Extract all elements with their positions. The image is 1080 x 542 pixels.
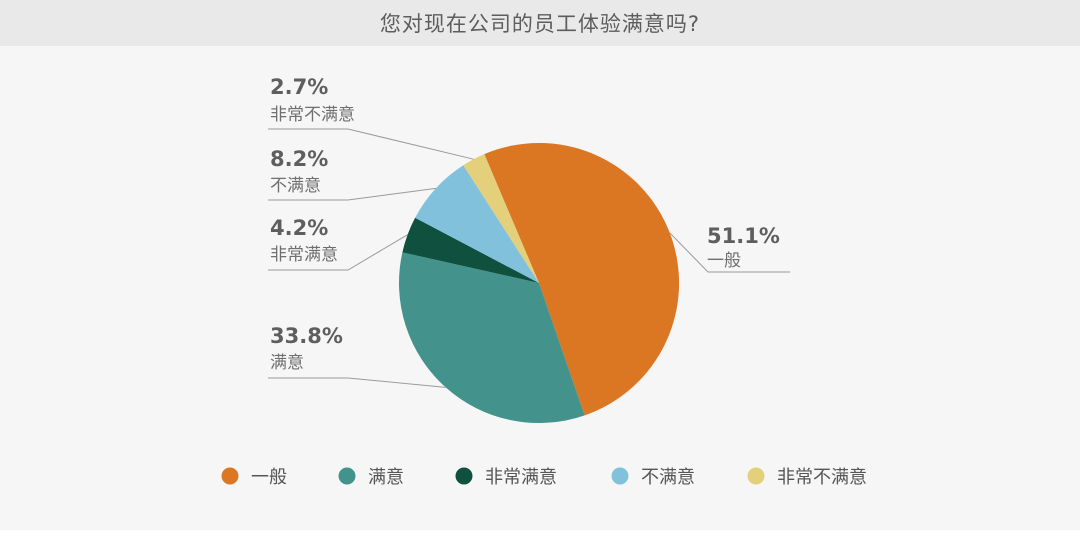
data-label-2: 4.2% bbox=[270, 216, 328, 240]
data-label-4: 2.7% bbox=[270, 75, 328, 99]
legend-swatch-2 bbox=[455, 467, 473, 485]
pie-slice-0 bbox=[484, 142, 680, 416]
legend-item-4: 非常不满意 bbox=[777, 467, 867, 488]
legend-swatch-3 bbox=[611, 467, 629, 485]
data-label-1: 33.8% bbox=[270, 324, 343, 348]
leader-line-4 bbox=[268, 128, 474, 160]
leader-line-3 bbox=[268, 187, 436, 201]
category-label-4: 非常不满意 bbox=[270, 105, 355, 125]
legend-item-0: 一般 bbox=[251, 467, 287, 488]
pie-slice-3 bbox=[415, 165, 539, 283]
pie-slice-2 bbox=[402, 217, 539, 283]
leader-line-0 bbox=[669, 232, 790, 273]
category-label-2: 非常满意 bbox=[270, 245, 338, 265]
pie-slice-1 bbox=[398, 252, 585, 423]
leader-line-1 bbox=[268, 377, 446, 388]
data-label-0: 51.1% bbox=[707, 224, 780, 248]
chart-title: 您对现在公司的员工体验满意吗? bbox=[379, 12, 701, 36]
leader-line-2 bbox=[268, 234, 408, 271]
legend-item-3: 不满意 bbox=[641, 467, 695, 488]
legend-swatch-4 bbox=[747, 467, 765, 485]
category-label-0: 一般 bbox=[707, 251, 741, 271]
legend-swatch-1 bbox=[338, 467, 356, 485]
category-label-1: 满意 bbox=[270, 353, 304, 373]
data-label-3: 8.2% bbox=[270, 147, 328, 171]
category-label-3: 不满意 bbox=[270, 176, 321, 196]
pie-slice-4 bbox=[463, 154, 539, 283]
legend-item-1: 满意 bbox=[368, 467, 404, 488]
legend-swatch-0 bbox=[221, 467, 239, 485]
legend-item-2: 非常满意 bbox=[485, 467, 557, 488]
title-bar: 您对现在公司的员工体验满意吗? bbox=[0, 0, 1080, 46]
